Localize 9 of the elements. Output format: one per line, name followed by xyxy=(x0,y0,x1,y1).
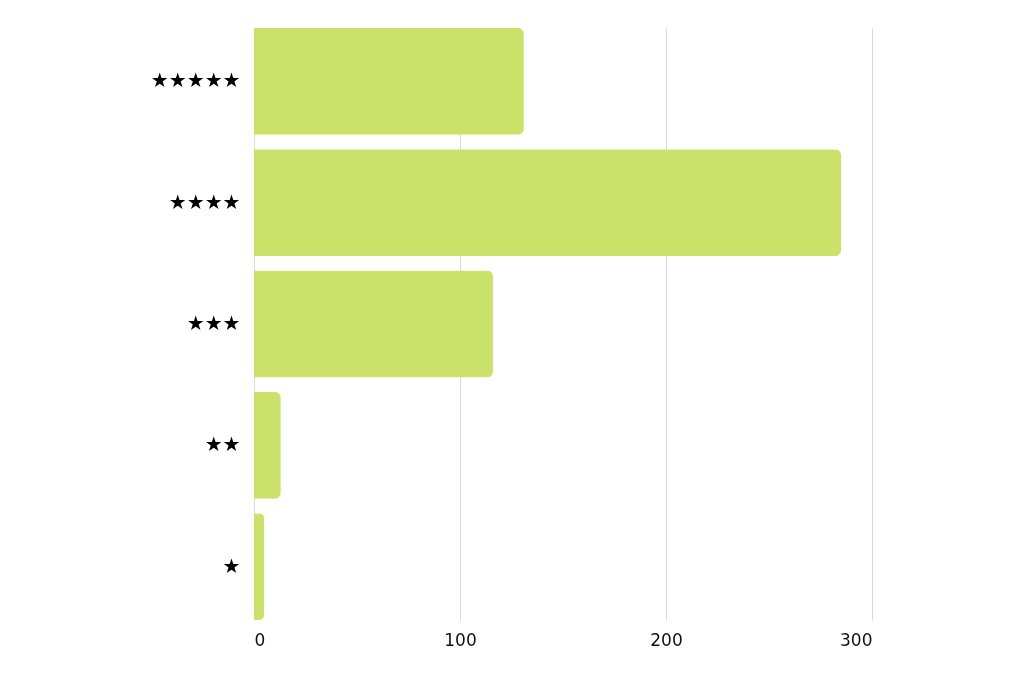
y-tick-label: ★★★★ xyxy=(168,189,241,214)
y-tick-label: ★ xyxy=(222,553,241,578)
y-tick-label: ★★ xyxy=(204,432,241,457)
x-tick-label: 100 xyxy=(444,629,477,650)
y-tick-label: ★★★★★ xyxy=(150,68,241,93)
x-tick-label: 200 xyxy=(650,629,683,650)
x-tick-label: 300 xyxy=(840,629,873,650)
x-tick-label: 0 xyxy=(254,629,266,650)
y-tick-label: ★★★ xyxy=(186,311,241,335)
